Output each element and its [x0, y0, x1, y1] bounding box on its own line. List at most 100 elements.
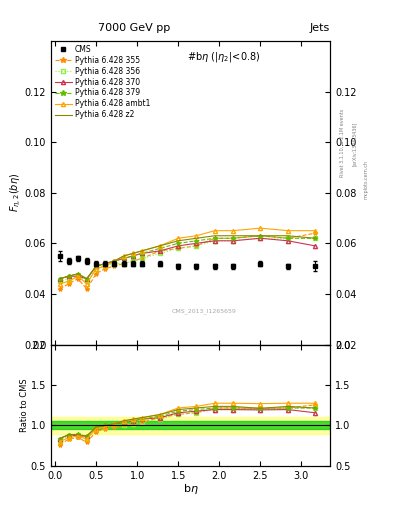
Pythia 6.428 370 [176, 243, 181, 249]
Pythia 6.428 370 [213, 238, 217, 244]
Pythia 6.428 370 [75, 273, 80, 279]
Pythia 6.428 ambt1 [258, 225, 263, 231]
Pythia 6.428 370 [312, 243, 317, 249]
Pythia 6.428 ambt1 [176, 235, 181, 241]
Line: Pythia 6.428 356: Pythia 6.428 356 [58, 236, 317, 283]
Pythia 6.428 356 [213, 238, 217, 244]
Pythia 6.428 z2 [140, 248, 144, 254]
Pythia 6.428 370 [121, 255, 126, 262]
Pythia 6.428 z2 [66, 273, 71, 279]
Text: 7000 GeV pp: 7000 GeV pp [98, 23, 171, 33]
Pythia 6.428 356 [130, 258, 135, 264]
Pythia 6.428 379 [213, 235, 217, 241]
Pythia 6.428 356 [194, 243, 199, 249]
Pythia 6.428 ambt1 [194, 232, 199, 239]
Legend: CMS, Pythia 6.428 355, Pythia 6.428 356, Pythia 6.428 370, Pythia 6.428 379, Pyt: CMS, Pythia 6.428 355, Pythia 6.428 356,… [53, 43, 152, 121]
Pythia 6.428 355 [103, 266, 108, 272]
Pythia 6.428 355 [194, 243, 199, 249]
Line: Pythia 6.428 z2: Pythia 6.428 z2 [60, 236, 315, 279]
Pythia 6.428 355 [112, 263, 117, 269]
Pythia 6.428 z2 [285, 232, 290, 239]
Text: Jets: Jets [310, 23, 330, 33]
Pythia 6.428 355 [213, 235, 217, 241]
Pythia 6.428 356 [94, 266, 99, 272]
Pythia 6.428 355 [312, 230, 317, 236]
Pythia 6.428 356 [140, 255, 144, 262]
Pythia 6.428 355 [158, 248, 162, 254]
Pythia 6.428 370 [140, 250, 144, 257]
Pythia 6.428 379 [94, 263, 99, 269]
Text: #b$\eta$ ($|\eta_2|$<0.8): #b$\eta$ ($|\eta_2|$<0.8) [187, 50, 261, 64]
Line: Pythia 6.428 355: Pythia 6.428 355 [58, 231, 317, 291]
Pythia 6.428 355 [94, 271, 99, 277]
Pythia 6.428 z2 [231, 232, 235, 239]
Pythia 6.428 379 [258, 232, 263, 239]
Text: [arXiv:1306.3436]: [arXiv:1306.3436] [352, 121, 357, 165]
Pythia 6.428 355 [84, 286, 89, 292]
Pythia 6.428 356 [57, 278, 62, 284]
Pythia 6.428 379 [194, 238, 199, 244]
Pythia 6.428 370 [103, 261, 108, 267]
Pythia 6.428 379 [130, 253, 135, 259]
Pythia 6.428 355 [285, 235, 290, 241]
Pythia 6.428 379 [121, 255, 126, 262]
Pythia 6.428 ambt1 [94, 266, 99, 272]
Pythia 6.428 356 [158, 250, 162, 257]
Pythia 6.428 356 [285, 235, 290, 241]
Pythia 6.428 379 [140, 250, 144, 257]
Pythia 6.428 ambt1 [103, 263, 108, 269]
Pythia 6.428 370 [84, 275, 89, 282]
Line: Pythia 6.428 370: Pythia 6.428 370 [58, 236, 317, 281]
Pythia 6.428 355 [130, 258, 135, 264]
Pythia 6.428 z2 [176, 238, 181, 244]
Pythia 6.428 370 [231, 238, 235, 244]
Pythia 6.428 z2 [84, 275, 89, 282]
Pythia 6.428 356 [176, 245, 181, 251]
Text: mcplots.cern.ch: mcplots.cern.ch [364, 160, 369, 199]
Pythia 6.428 355 [258, 232, 263, 239]
Pythia 6.428 356 [112, 261, 117, 267]
Pythia 6.428 ambt1 [84, 281, 89, 287]
Pythia 6.428 z2 [94, 263, 99, 269]
Pythia 6.428 355 [231, 235, 235, 241]
Pythia 6.428 379 [176, 240, 181, 246]
Pythia 6.428 ambt1 [75, 273, 80, 279]
Pythia 6.428 356 [258, 235, 263, 241]
Pythia 6.428 379 [231, 235, 235, 241]
Pythia 6.428 355 [75, 275, 80, 282]
Pythia 6.428 ambt1 [140, 248, 144, 254]
Pythia 6.428 356 [231, 238, 235, 244]
X-axis label: b$\eta$: b$\eta$ [183, 482, 198, 496]
Pythia 6.428 379 [285, 235, 290, 241]
Pythia 6.428 ambt1 [231, 228, 235, 234]
Pythia 6.428 ambt1 [285, 228, 290, 234]
Pythia 6.428 355 [140, 255, 144, 262]
Y-axis label: Ratio to CMS: Ratio to CMS [20, 378, 29, 432]
Pythia 6.428 z2 [258, 232, 263, 239]
Pythia 6.428 z2 [112, 258, 117, 264]
Pythia 6.428 370 [66, 273, 71, 279]
Pythia 6.428 355 [66, 281, 71, 287]
Y-axis label: $F_{\eta,2}(b\eta)$: $F_{\eta,2}(b\eta)$ [9, 173, 23, 212]
Pythia 6.428 z2 [312, 235, 317, 241]
Pythia 6.428 370 [130, 253, 135, 259]
Pythia 6.428 ambt1 [66, 278, 71, 284]
Pythia 6.428 ambt1 [57, 281, 62, 287]
Pythia 6.428 370 [285, 238, 290, 244]
Pythia 6.428 355 [121, 261, 126, 267]
Pythia 6.428 370 [112, 258, 117, 264]
Pythia 6.428 356 [75, 273, 80, 279]
Pythia 6.428 356 [312, 235, 317, 241]
Pythia 6.428 z2 [103, 261, 108, 267]
Pythia 6.428 370 [57, 275, 62, 282]
Pythia 6.428 ambt1 [112, 258, 117, 264]
Pythia 6.428 z2 [75, 271, 80, 277]
Pythia 6.428 ambt1 [158, 243, 162, 249]
Pythia 6.428 355 [57, 286, 62, 292]
Pythia 6.428 379 [75, 271, 80, 277]
Pythia 6.428 z2 [158, 243, 162, 249]
Pythia 6.428 370 [158, 248, 162, 254]
Pythia 6.428 379 [103, 261, 108, 267]
Pythia 6.428 370 [258, 235, 263, 241]
Pythia 6.428 356 [66, 275, 71, 282]
